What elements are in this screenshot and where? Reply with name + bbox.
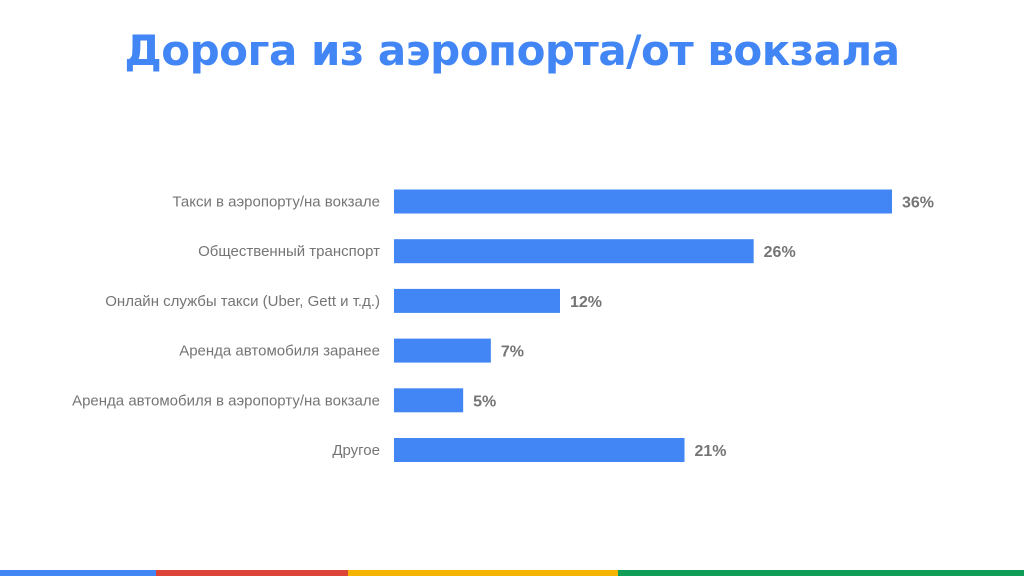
value-label: 7% bbox=[501, 344, 524, 361]
value-label: 5% bbox=[473, 393, 496, 410]
value-label: 36% bbox=[902, 195, 934, 212]
category-label: Другое bbox=[332, 442, 380, 459]
stripe-green bbox=[618, 570, 1024, 576]
value-label: 21% bbox=[695, 443, 727, 460]
category-label: Аренда автомобиля заранее bbox=[179, 343, 380, 360]
stripe-red bbox=[156, 570, 348, 576]
page-title: Дорога из аэропорта/от вокзала bbox=[124, 26, 900, 75]
category-label: Аренда автомобиля в аэропорту/на вокзале bbox=[72, 392, 380, 409]
category-label: Онлайн службы такси (Uber, Gett и т.д.) bbox=[105, 293, 380, 310]
bar bbox=[394, 388, 464, 413]
value-label: 26% bbox=[764, 244, 796, 261]
bar bbox=[394, 288, 560, 313]
value-label: 12% bbox=[570, 294, 602, 311]
bar bbox=[394, 438, 685, 462]
stripe-yellow bbox=[348, 570, 618, 576]
bar bbox=[394, 239, 754, 264]
bar bbox=[394, 189, 892, 214]
category-label: Такси в аэропорту/на вокзале bbox=[172, 194, 380, 211]
bar bbox=[394, 338, 491, 363]
stripe-blue bbox=[0, 570, 156, 576]
category-label: Общественный транспорт bbox=[198, 243, 380, 260]
